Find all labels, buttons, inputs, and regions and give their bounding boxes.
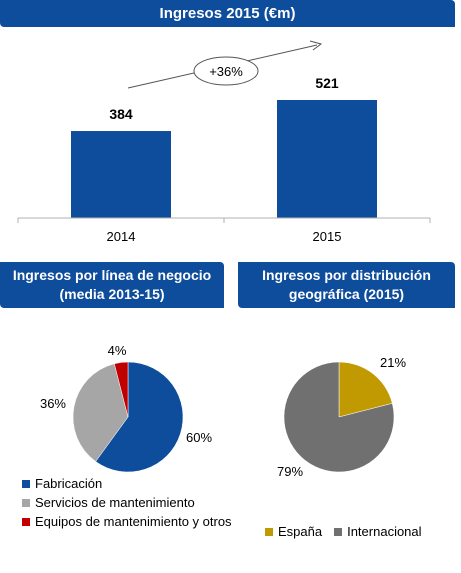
business-slice-servicios-de-mantenimiento-label: 36% [40,396,66,411]
business-legend-label-fabricaci-n: Fabricación [35,476,103,491]
bar-2015 [277,100,377,218]
business-legend-item-equipos-de-mantenimiento-y-otros: Equipos de mantenimiento y otros [22,512,232,531]
geo-legend: España Internacional [265,522,422,541]
geo-legend-swatch-internacional [334,527,343,536]
geo-slice-espa-a [338,361,393,418]
business-legend-item-servicios-de-mantenimiento: Servicios de mantenimiento [22,493,232,512]
geo-legend-item-espa-a: España [265,522,322,541]
growth-ellipse [193,56,259,86]
business-legend-label-servicios-de-mantenimiento: Servicios de mantenimiento [35,495,195,510]
x-tick-label-2015: 2015 [313,229,342,244]
geo-legend-swatch-espa-a [265,527,273,536]
business-slice-fabricaci-n [95,361,184,473]
business-line-title-line2: (media 2013-15) [59,286,165,302]
geo-slice-internacional-label: 79% [277,464,303,479]
geo-legend-item-internacional: Internacional [334,522,422,541]
geo-chart-title: Ingresos por distribución geográfica (20… [238,262,455,308]
x-tick-label-2014: 2014 [107,229,136,244]
bar-value-label-2015: 521 [315,75,339,91]
revenue-chart-title: Ingresos 2015 (€m) [0,0,455,27]
business-line-title-line1: Ingresos por línea de negocio [12,267,212,283]
bar-layer: 384 2014 521 2015 [71,75,377,244]
business-slice-equipos-de-mantenimiento-y-otros-label: 4% [108,343,127,358]
business-slice-fabricaci-n-label: 60% [186,430,212,445]
geo-title-line2: geográfica (2015) [288,286,405,302]
geo-slice-internacional [283,361,395,473]
business-legend-swatch-fabricaci-n [22,479,30,488]
geo-legend-label-espa-a: España [278,524,323,539]
business-line-legend: Fabricación Servicios de mantenimiento Equ… [22,474,232,531]
geo-legend-label-internacional: Internacional [347,524,422,539]
growth-label: +36% [209,64,243,79]
bar-value-label-2014: 384 [109,106,133,122]
business-slice-equipos-de-mantenimiento-y-otros [114,361,129,418]
business-slice-servicios-de-mantenimiento [72,363,129,462]
business-line-chart-title: Ingresos por línea de negocio (media 201… [0,262,224,308]
growth-arrow-head [309,40,323,51]
business-legend-item-fabricaci-n: Fabricación [22,474,232,493]
business-legend-label-equipos-de-mantenimiento-y-otros: Equipos de mantenimiento y otros [35,514,232,529]
business-legend-swatch-servicios-de-mantenimiento [22,498,30,507]
business-line-pie: 60% 36% 4% [40,343,212,473]
geo-pie: 21% 79% [277,355,406,479]
revenue-bar-chart: 384 2014 521 2015 +36% [17,40,431,244]
bar-2014 [71,131,171,218]
geo-title-line1: Ingresos por distribución [262,267,431,283]
geo-slice-espa-a-label: 21% [380,355,406,370]
business-legend-swatch-equipos-de-mantenimiento-y-otros [22,517,30,526]
